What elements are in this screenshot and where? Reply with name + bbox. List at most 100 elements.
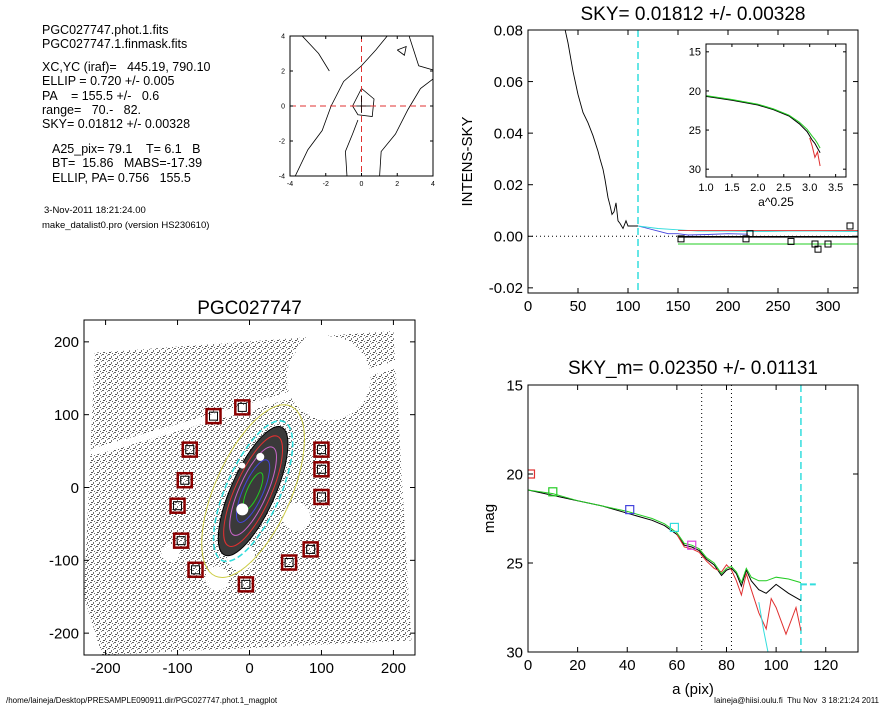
- x-tick-label: 60: [669, 657, 686, 674]
- y-tick-label: 0.06: [494, 74, 523, 91]
- masked-star-bottom: [205, 566, 230, 591]
- y-tick-label: -2: [279, 138, 285, 145]
- sky-title: SKY= 0.01812 +/- 0.00328: [580, 4, 805, 25]
- sky-point-square: [846, 222, 854, 230]
- mask-box: [280, 554, 298, 571]
- mask-box: [313, 488, 330, 506]
- sky-point-square: [814, 245, 822, 253]
- isophote-blue: [236, 459, 271, 523]
- mag-xlabel: a (pix): [672, 681, 714, 698]
- info-range: range= 70.- 82.: [42, 103, 142, 117]
- x-tick-label: 3.5: [828, 182, 843, 194]
- x-tick-label: 200: [381, 660, 406, 677]
- y-tick-label: 0.04: [494, 125, 523, 142]
- mag-title: SKY_m= 0.02350 +/- 0.01131: [568, 358, 818, 379]
- contour-plot: -4 -2 0 2 4 -4 -2 0 2 4: [279, 33, 435, 188]
- info-program: make_datalist0.pro (version HS230610): [42, 220, 210, 231]
- mag-point-square: [625, 505, 635, 515]
- isophote-cyan-dashed: [212, 420, 294, 563]
- mask-box-inner: [306, 544, 316, 554]
- galaxy-knot: [239, 462, 246, 469]
- sky-point-square: [677, 235, 685, 243]
- x-tick-label: 300: [815, 298, 840, 315]
- mask-box-inner: [209, 411, 219, 421]
- y-tick-label: 0.02: [494, 177, 523, 194]
- masked-star-upper: [295, 334, 340, 379]
- sky-series-blue: [637, 225, 749, 236]
- y-tick-label: -0.02: [489, 280, 523, 297]
- sky-ylabel: INTENS-SKY: [459, 116, 476, 206]
- mask-box-inner: [241, 579, 251, 589]
- mask-box: [187, 561, 204, 579]
- x-tick-label: 150: [665, 298, 690, 315]
- mask-box: [313, 441, 330, 458]
- contour-line: [379, 78, 433, 176]
- x-tick-label: 3.0: [802, 182, 817, 194]
- info-ellip-pa: ELLIP, PA= 0.756 155.5: [52, 171, 191, 185]
- mag-point-square: [669, 522, 679, 533]
- y-tick-label: 15: [689, 47, 701, 59]
- mask-box-inner: [316, 492, 326, 502]
- mag-data: [528, 385, 816, 652]
- sky-point-square: [787, 237, 795, 245]
- magnitude-profile-plot: SKY_m= 0.02350 +/- 0.01131 a (pix) mag 0 20 4…: [481, 358, 859, 698]
- y-tick-label: 0.00: [494, 229, 523, 246]
- contour-line: [345, 119, 359, 176]
- y-tick-label: 20: [506, 466, 523, 483]
- mag-point-square: [687, 540, 697, 550]
- mask-box: [169, 497, 186, 514]
- isophote-yellow: [201, 404, 305, 578]
- x-tick-label: -4: [287, 181, 293, 188]
- sky-point-square: [742, 235, 750, 243]
- x-tick-label: 1.0: [698, 182, 713, 194]
- mag-ylabel: mag: [481, 504, 498, 533]
- footer-path: /home/laineja/Desktop/PRESAMPLE090911.di…: [6, 696, 278, 705]
- mask-box: [181, 441, 199, 458]
- y-tick-label: 100: [54, 407, 79, 424]
- mask-box: [176, 471, 193, 489]
- contour-lines: [290, 36, 433, 176]
- x-tick-label: 120: [813, 657, 838, 674]
- contour-blob: [397, 45, 407, 56]
- mag-point-square: [548, 487, 558, 497]
- x-tick-label: 2.0: [750, 182, 765, 194]
- y-tick-label: 20: [689, 86, 701, 98]
- mask-box-inner: [176, 536, 186, 546]
- mask-box: [313, 461, 330, 478]
- y-tick-label: 25: [506, 555, 523, 572]
- mask-box-inner: [316, 445, 326, 455]
- x-tick-label: 200: [715, 298, 740, 315]
- x-tick-label: 2: [395, 181, 399, 188]
- mask-box: [172, 532, 190, 549]
- contour-inner-ring: [352, 87, 375, 117]
- galaxy-knot: [256, 452, 265, 461]
- y-tick-label: -200: [49, 625, 79, 642]
- info-ellip: ELLIP = 0.720 +/- 0.005: [42, 74, 175, 88]
- x-tick-label: 0: [524, 298, 532, 315]
- y-tick-label: 2: [281, 68, 285, 75]
- galaxy-knot: [236, 503, 249, 516]
- mask-box: [237, 576, 255, 593]
- masked-star-right: [282, 502, 311, 531]
- mag-series-green: [528, 489, 802, 584]
- x-tick-label: 100: [615, 298, 640, 315]
- x-tick-label: 2.5: [776, 182, 791, 194]
- contour-line: [301, 36, 330, 72]
- isophote-red: [223, 435, 284, 547]
- info-pa: PA = 155.5 +/- 0.6: [42, 89, 160, 103]
- sky-data: [528, 30, 858, 293]
- contour-line: [294, 36, 388, 176]
- y-tick-label: 0: [71, 480, 79, 497]
- x-tick-label: 80: [718, 657, 735, 674]
- mask-box-inner: [180, 475, 190, 485]
- mask-box-inner: [284, 558, 294, 568]
- sky-series-black: [564, 30, 638, 230]
- x-tick-label: 250: [765, 298, 790, 315]
- y-tick-label: 30: [506, 644, 523, 661]
- info-center: XC,YC (iraf)= 445.19, 790.10: [42, 60, 211, 74]
- mask-box-inner: [237, 402, 247, 412]
- sky-point-square: [746, 230, 754, 238]
- galaxy-image-plot: PGC027747 -200 -100 0 100 200 -200 -100 0 100 200: [49, 298, 416, 677]
- info-bt: BT= 15.86 MABS=-17.39: [52, 156, 203, 170]
